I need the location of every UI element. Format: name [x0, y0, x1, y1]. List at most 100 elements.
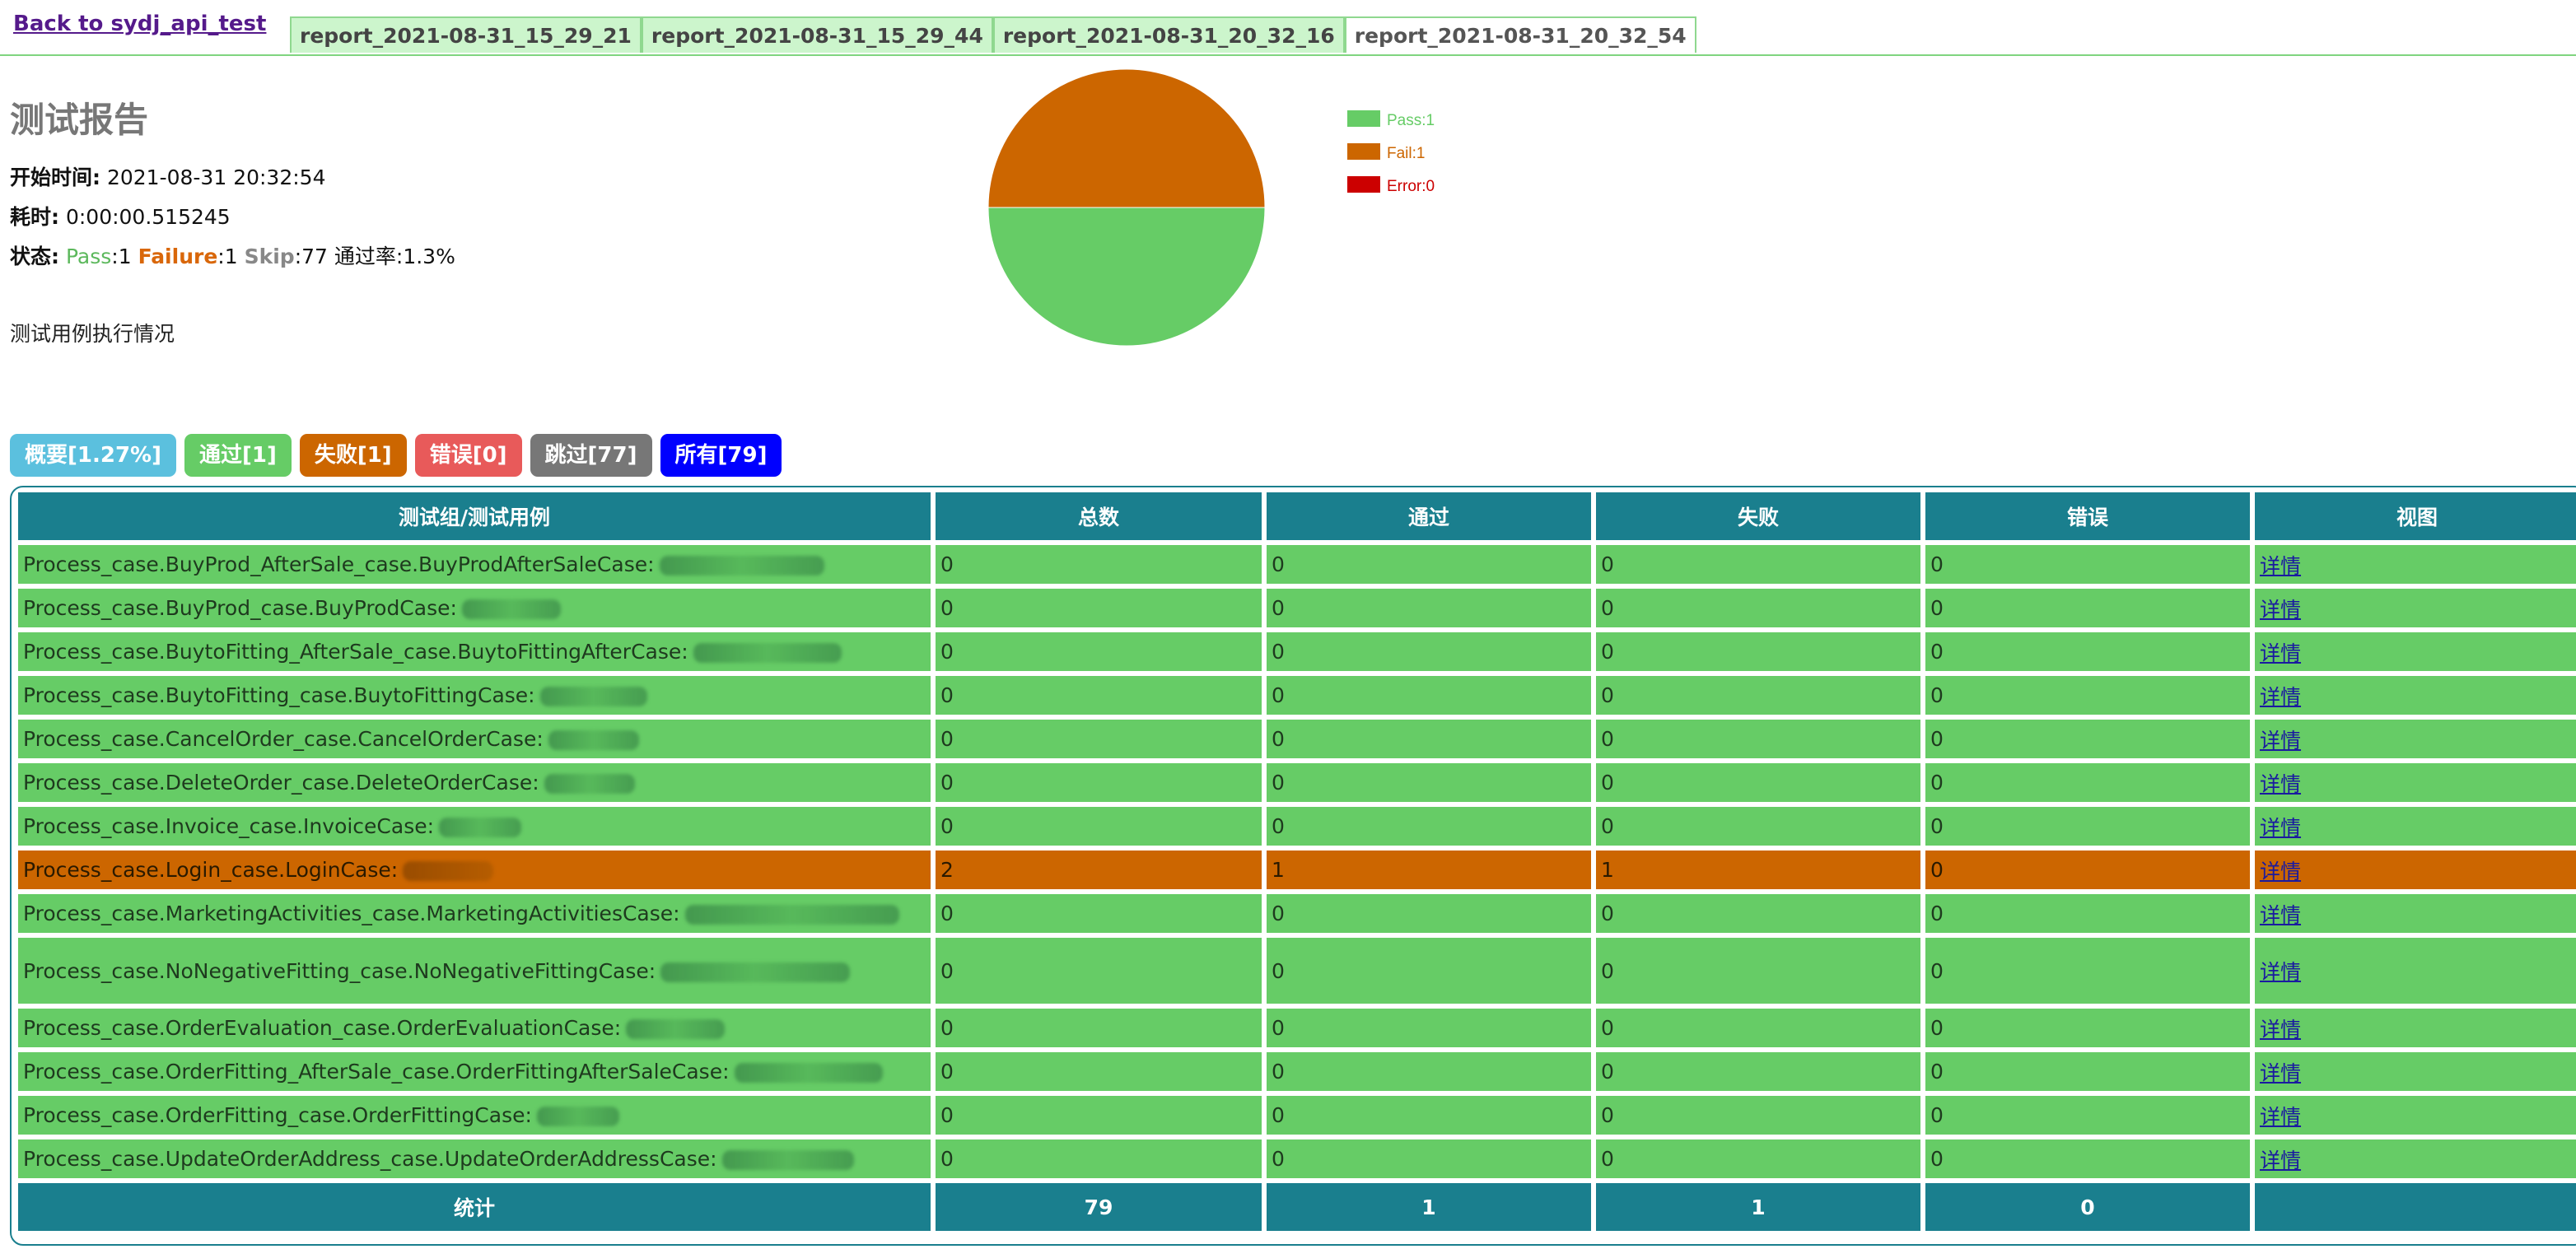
cell-pass-text: 0 — [1272, 596, 1285, 620]
cell-total: 0 — [936, 676, 1262, 715]
table-row: Process_case.DeleteOrder_case.DeleteOrde… — [18, 763, 2576, 802]
legend-swatch-fail — [1347, 143, 1380, 160]
detail-link[interactable]: 详情 — [2260, 597, 2302, 622]
detail-link[interactable]: 详情 — [2260, 960, 2302, 984]
redacted-text — [539, 687, 647, 706]
cell-error: 0 — [1925, 1096, 2250, 1135]
cell-total-text: 0 — [940, 1060, 954, 1084]
cell-pass-text: 0 — [1272, 958, 1285, 983]
back-link[interactable]: Back to sydj_api_test — [13, 12, 267, 36]
status-line: 状态: Pass:1 Failure:1 Skip:77 通过率:1.3% — [10, 240, 455, 270]
cell-fail: 0 — [1596, 894, 1920, 933]
filter-fail-button[interactable]: 失败[1] — [299, 434, 407, 477]
header-testcase: 测试组/测试用例 — [18, 492, 931, 540]
totals-fail: 1 — [1596, 1183, 1920, 1231]
cell-error: 0 — [1925, 676, 2250, 715]
status-skip-label: Skip — [244, 245, 295, 268]
filter-summary-button[interactable]: 概要[1.27%] — [10, 434, 176, 477]
tab-report-3[interactable]: report_2021-08-31_20_32_16 — [992, 16, 1345, 53]
filter-all-button[interactable]: 所有[79] — [660, 434, 782, 477]
cell-total: 0 — [936, 763, 1262, 802]
cell-error-text: 0 — [1930, 814, 1944, 838]
results-table: 测试组/测试用例 总数 通过 失败 错误 视图 Process_case.Buy… — [13, 487, 2576, 1236]
filter-error-button[interactable]: 错误[0] — [414, 434, 522, 477]
cell-view: 详情 — [2255, 894, 2576, 933]
legend-swatch-pass — [1347, 110, 1380, 127]
cell-error: 0 — [1925, 720, 2250, 758]
cell-total: 0 — [936, 589, 1262, 627]
redacted-text — [684, 905, 899, 925]
cell-view: 详情 — [2255, 720, 2576, 758]
testcase-name-text: Process_case.MarketingActivities_case.Ma… — [23, 902, 680, 925]
cell-pass-text: 0 — [1272, 727, 1285, 751]
detail-link[interactable]: 详情 — [2260, 728, 2302, 753]
redacted-text — [721, 1150, 854, 1170]
detail-link[interactable]: 详情 — [2260, 815, 2302, 840]
cell-fail-text: 0 — [1601, 640, 1614, 664]
totals-pass: 1 — [1267, 1183, 1591, 1231]
cell-view: 详情 — [2255, 1096, 2576, 1135]
cell-pass-text: 0 — [1272, 1016, 1285, 1040]
table-row: Process_case.BuyProd_case.BuyProdCase: 0 0… — [18, 589, 2576, 627]
cell-error-text: 0 — [1930, 683, 1944, 707]
detail-link[interactable]: 详情 — [2260, 1148, 2302, 1172]
detail-link[interactable]: 详情 — [2260, 859, 2302, 883]
cell-total: 0 — [936, 545, 1262, 584]
cell-error-text: 0 — [1930, 1016, 1944, 1040]
cell-view: 详情 — [2255, 938, 2576, 1004]
cell-total-text: 0 — [940, 1103, 954, 1127]
filter-skip-button[interactable]: 跳过[77] — [530, 434, 652, 477]
cell-fail: 1 — [1596, 851, 1920, 889]
tab-report-2[interactable]: report_2021-08-31_15_29_44 — [641, 16, 993, 53]
duration-label: 耗时: — [10, 205, 59, 229]
status-skip-value: :77 — [294, 245, 328, 268]
cell-total: 0 — [936, 807, 1262, 846]
cell-pass-text: 0 — [1272, 1147, 1285, 1171]
detail-link[interactable]: 详情 — [2260, 1017, 2302, 1042]
testcase-name-text: Process_case.OrderFitting_case.OrderFitt… — [23, 1103, 532, 1127]
cell-pass-text: 1 — [1272, 858, 1285, 882]
detail-link[interactable]: 详情 — [2260, 553, 2302, 578]
detail-link[interactable]: 详情 — [2260, 641, 2302, 665]
filter-pass-button[interactable]: 通过[1] — [184, 434, 292, 477]
duration: 耗时: 0:00:00.515245 — [10, 201, 231, 231]
detail-link[interactable]: 详情 — [2260, 684, 2302, 709]
testcase-name: Process_case.OrderEvaluation_case.OrderE… — [18, 1009, 931, 1047]
cell-fail-text: 0 — [1601, 958, 1614, 983]
tab-report-4[interactable]: report_2021-08-31_20_32_54 — [1344, 16, 1696, 53]
redacted-text — [548, 730, 639, 750]
status-fail-value: :1 — [217, 245, 238, 268]
testcase-name-text: Process_case.BuyProd_case.BuyProdCase: — [23, 596, 457, 620]
testcase-name: Process_case.CancelOrder_case.CancelOrde… — [18, 720, 931, 758]
redacted-text — [544, 774, 635, 794]
detail-link[interactable]: 详情 — [2260, 1060, 2302, 1085]
pass-rate: 通过率:1.3% — [334, 245, 455, 268]
totals-view — [2255, 1183, 2576, 1231]
tab-report-1[interactable]: report_2021-08-31_15_29_21 — [290, 16, 642, 53]
detail-link[interactable]: 详情 — [2260, 902, 2302, 927]
table-row: Process_case.BuyProd_AfterSale_case.BuyP… — [18, 545, 2576, 584]
legend-label-pass: Pass:1 — [1387, 112, 1435, 129]
cell-total-text: 0 — [940, 814, 954, 838]
duration-value: 0:00:00.515245 — [65, 205, 231, 229]
table-row: Process_case.Invoice_case.InvoiceCase: 0 0… — [18, 807, 2576, 846]
cell-error: 0 — [1925, 545, 2250, 584]
redacted-text — [660, 962, 851, 982]
cell-error: 0 — [1925, 894, 2250, 933]
start-time: 开始时间: 2021-08-31 20:32:54 — [10, 161, 325, 191]
cell-total-text: 0 — [940, 1016, 954, 1040]
cell-fail-text: 0 — [1601, 727, 1614, 751]
testcase-name-text: Process_case.NoNegativeFitting_case.NoNe… — [23, 958, 656, 983]
cell-pass: 0 — [1267, 1096, 1591, 1135]
detail-link[interactable]: 详情 — [2260, 771, 2302, 796]
detail-link[interactable]: 详情 — [2260, 1104, 2302, 1129]
cell-fail-text: 0 — [1601, 1060, 1614, 1084]
header-pass: 通过 — [1267, 492, 1591, 540]
cell-error-text: 0 — [1930, 1147, 1944, 1171]
cell-total-text: 0 — [940, 1147, 954, 1171]
cell-pass-text: 0 — [1272, 1103, 1285, 1127]
cell-fail: 0 — [1596, 676, 1920, 715]
cell-pass: 0 — [1267, 545, 1591, 584]
cell-total: 0 — [936, 1052, 1262, 1091]
testcase-name: Process_case.DeleteOrder_case.DeleteOrde… — [18, 763, 931, 802]
